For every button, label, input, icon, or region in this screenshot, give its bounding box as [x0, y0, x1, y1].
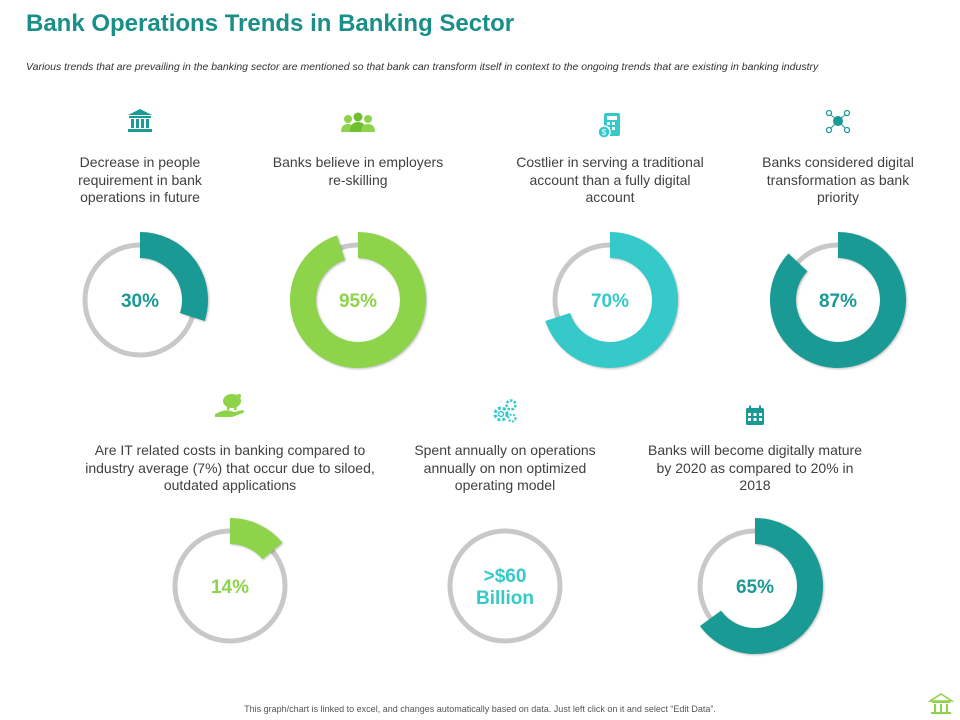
- card-description: Spent annually on operations annually on…: [414, 442, 596, 493]
- donut-value-segment: [139, 232, 208, 322]
- card-description: Banks considered digital transformation …: [762, 154, 914, 205]
- donut-center-label: 95%: [339, 291, 377, 312]
- donut-value-segment: [290, 232, 426, 368]
- donut-chart: 87%: [770, 232, 906, 368]
- donut-chart: 95%: [290, 232, 426, 368]
- card-reskilling: Banks believe in employers re-skilling 9…: [268, 100, 448, 370]
- page-subtitle: Various trends that are prevailing in th…: [26, 61, 819, 73]
- calendar-icon: [746, 405, 764, 425]
- card-it-costs: Are IT related costs in banking compared…: [80, 388, 380, 658]
- donut-center-label: 14%: [211, 577, 249, 598]
- card-digital-maturity: Banks will become digitally mature by 20…: [640, 388, 870, 658]
- network-icon: [825, 109, 851, 134]
- card-description: Decrease in people requirement in bank o…: [78, 154, 202, 205]
- donut-center-label: 87%: [819, 291, 857, 312]
- svg-text:$: $: [602, 128, 607, 137]
- card-account-cost: $ Costlier in serving a traditional acco…: [510, 100, 710, 370]
- card-description: Banks will become digitally mature by 20…: [648, 442, 862, 493]
- gears-icon: [493, 399, 517, 423]
- donut-chart: 65%: [697, 518, 823, 654]
- donut-value-segment: [229, 518, 283, 560]
- donut-value-segment: [770, 232, 906, 368]
- donut-chart: 30%: [82, 232, 208, 358]
- card-description: Costlier in serving a traditional accoun…: [516, 154, 704, 205]
- donut-center-label: Billion: [476, 588, 534, 609]
- donut-center-label: 30%: [121, 291, 159, 312]
- card-digital-priority: Banks considered digital transformation …: [748, 100, 928, 370]
- piggy-bank-icon: [215, 394, 244, 417]
- card-description: Banks believe in employers re-skilling: [272, 154, 444, 188]
- card-people-decrease: Decrease in people requirement in bank o…: [50, 100, 230, 370]
- donut-value-segment: [700, 518, 823, 654]
- people-icon: [341, 112, 375, 132]
- bank-icon: [128, 109, 152, 132]
- donut-chart: 14%: [172, 518, 288, 644]
- donut-chart: 70%: [545, 232, 678, 368]
- donut-center-label: 65%: [736, 577, 774, 598]
- donut-value-segment: [545, 232, 678, 368]
- footer-note: This graph/chart is linked to excel, and…: [244, 704, 716, 714]
- card-operations-spend: Spent annually on operations annually on…: [400, 388, 610, 658]
- home-icon[interactable]: [928, 692, 954, 716]
- page-title: Bank Operations Trends in Banking Sector: [26, 10, 515, 37]
- donut-center-label: >$60: [484, 566, 527, 587]
- donut-remainder: [447, 528, 563, 644]
- calculator-icon: $: [597, 113, 620, 139]
- card-description: Are IT related costs in banking compared…: [85, 442, 375, 493]
- donut-center-label: 70%: [591, 291, 629, 312]
